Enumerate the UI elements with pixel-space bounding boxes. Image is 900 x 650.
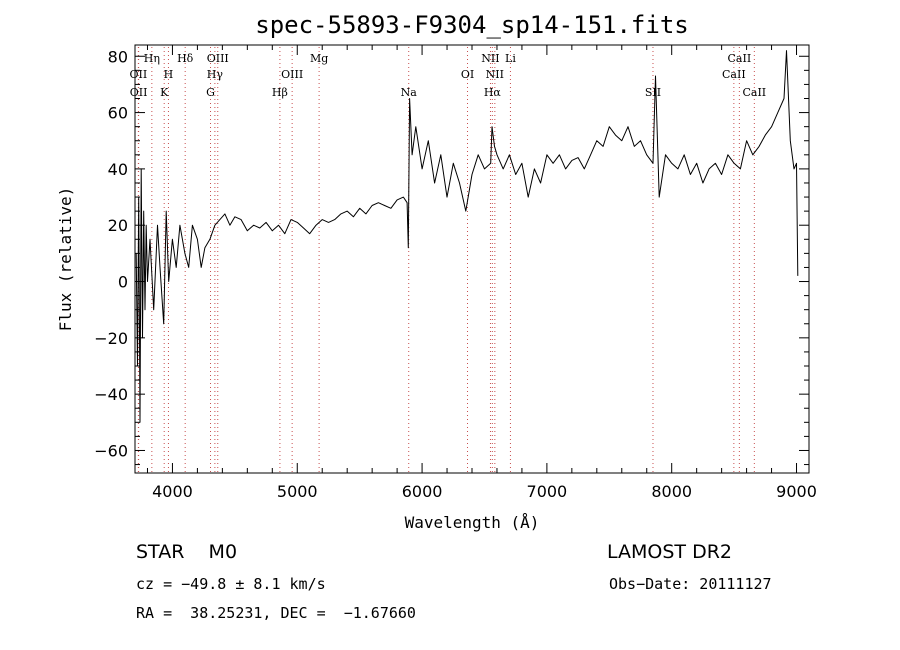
y-tick-label-6: −40 <box>94 385 128 404</box>
line-label-0: Hη <box>144 52 160 65</box>
x-tick-label-3: 7000 <box>527 482 568 501</box>
line-label-14: OII <box>130 86 148 99</box>
x-tick-label-0: 4000 <box>152 482 193 501</box>
line-label-10: OIII <box>281 68 303 81</box>
line-label-8: H <box>164 68 174 81</box>
x-tick-label-2: 6000 <box>402 482 443 501</box>
line-label-6: CaII <box>728 52 752 65</box>
y-axis-label: Flux (relative) <box>56 187 75 332</box>
spectral-line-markers <box>137 47 755 473</box>
x-tick-label-4: 8000 <box>651 482 692 501</box>
line-label-17: Hβ <box>272 86 288 99</box>
line-label-7: OII <box>130 68 148 81</box>
obs-date: Obs−Date: 20111127 <box>609 575 772 593</box>
class-label: STAR M0 <box>136 541 238 563</box>
line-label-21: CaII <box>742 86 766 99</box>
line-label-16: G <box>206 86 215 99</box>
redshift-value: cz = −49.8 ± 8.1 km/s <box>136 575 326 593</box>
x-tick-label-1: 5000 <box>277 482 318 501</box>
x-tick-label-5: 9000 <box>776 482 817 501</box>
line-label-15: K <box>160 86 169 99</box>
x-axis-label: Wavelength (Å) <box>405 513 540 532</box>
line-label-19: Hα <box>484 86 502 99</box>
plot-frame <box>134 44 810 474</box>
line-label-4: NII <box>481 52 499 65</box>
spectrum-line-0 <box>135 50 799 423</box>
survey-label: LAMOST DR2 <box>607 541 732 563</box>
line-label-11: OI <box>461 68 474 81</box>
y-tick-label-7: −60 <box>94 441 128 460</box>
line-label-5: Li <box>505 52 516 65</box>
spectrum-series <box>135 50 799 423</box>
line-label-20: SII <box>645 86 661 99</box>
line-label-18: Na <box>401 86 418 99</box>
line-label-13: CaII <box>722 68 746 81</box>
chart-title: spec-55893-F9304_sp14-151.fits <box>255 11 688 39</box>
coordinates: RA = 38.25231, DEC = −1.67660 <box>136 604 416 622</box>
y-tick-label-3: 20 <box>108 216 128 235</box>
line-label-2: OIII <box>207 52 229 65</box>
axis-ticks: 4000 5000 6000 7000 8000 9000 80 60 40 20 0 −20 −40 −… <box>94 45 817 501</box>
line-label-12: NII <box>486 68 504 81</box>
y-tick-label-4: 0 <box>118 273 128 292</box>
line-label-1: Hδ <box>177 52 194 65</box>
y-tick-label-5: −20 <box>94 329 128 348</box>
y-tick-label-2: 40 <box>108 160 128 179</box>
line-label-3: Mg <box>310 52 328 65</box>
line-label-9: Hγ <box>207 68 224 81</box>
y-tick-label-0: 80 <box>108 47 128 66</box>
y-tick-label-1: 60 <box>108 104 128 123</box>
